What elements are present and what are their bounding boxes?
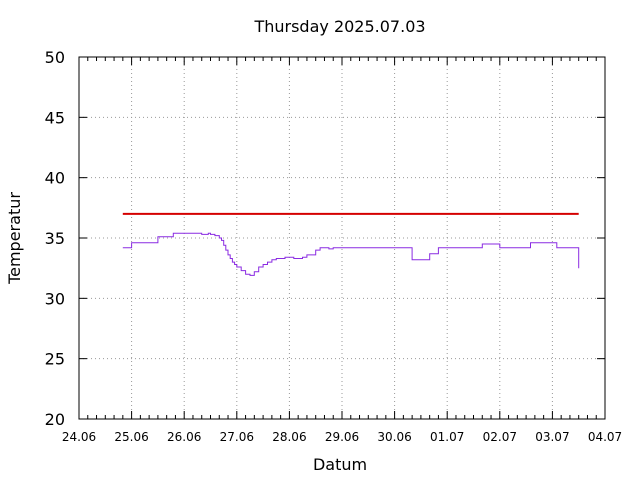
x-tick-label: 01.07	[430, 430, 464, 444]
x-tick-label: 04.07	[588, 430, 622, 444]
x-tick-label: 26.06	[167, 430, 201, 444]
y-tick-label: 30	[45, 289, 65, 308]
chart-title: Thursday 2025.07.03	[253, 17, 425, 36]
y-axis-label: Temperatur	[5, 192, 24, 285]
x-tick-label: 29.06	[325, 430, 359, 444]
grid	[79, 57, 605, 419]
x-tick-label: 30.06	[377, 430, 411, 444]
series-line-0	[122, 232, 580, 276]
y-tick-label: 20	[45, 410, 65, 429]
x-axis-label: Datum	[313, 455, 367, 474]
y-tick-label: 45	[45, 108, 65, 127]
tick-layer: 20 25 30 35 40 45 50 24.06 25.06 26.06 27.06 28.06 2…	[45, 48, 623, 444]
y-tick-label: 35	[45, 229, 65, 248]
x-tick-label: 28.06	[272, 430, 306, 444]
x-tick-label: 03.07	[535, 430, 569, 444]
x-tick-label: 27.06	[220, 430, 254, 444]
series-layer	[122, 212, 580, 276]
x-tick-label: 24.06	[62, 430, 96, 444]
x-tick-label: 25.06	[114, 430, 148, 444]
x-tick-label: 02.07	[483, 430, 517, 444]
y-tick-label: 40	[45, 169, 65, 188]
y-tick-label: 25	[45, 350, 65, 369]
y-tick-label: 50	[45, 48, 65, 67]
